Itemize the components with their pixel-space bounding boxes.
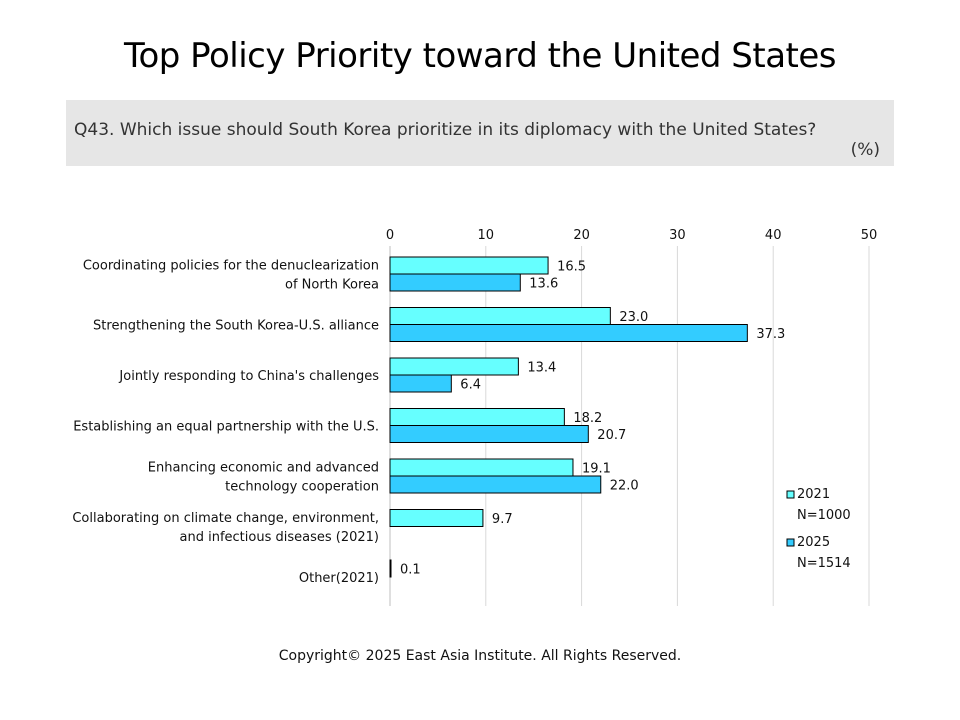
- bar-2025: [389, 273, 521, 292]
- question-text: Q43. Which issue should South Korea prio…: [74, 120, 817, 140]
- bar-2025: [389, 475, 602, 494]
- category-label: and infectious diseases (2021): [180, 530, 379, 545]
- legend-label: 2025: [797, 535, 830, 550]
- bar-2025: [389, 324, 748, 342]
- legend-label: 2021: [797, 487, 830, 502]
- x-tick-label: 20: [573, 228, 590, 243]
- bar-2021: [389, 559, 392, 578]
- data-label: 23.0: [619, 310, 648, 325]
- x-tick-label: 50: [861, 228, 878, 243]
- category-label: Jointly responding to China's challenges: [118, 369, 379, 384]
- bar-2025: [389, 374, 452, 393]
- data-label: 18.2: [573, 411, 602, 426]
- unit-label: (%): [850, 140, 880, 160]
- legend-note: N=1000: [797, 508, 851, 523]
- x-tick-label: 40: [765, 228, 782, 243]
- question-box: Q43. Which issue should South Korea prio…: [66, 100, 894, 166]
- bar-2021: [389, 357, 519, 376]
- category-label: Coordinating policies for the denucleari…: [83, 259, 379, 274]
- x-tick-label: 30: [669, 228, 686, 243]
- x-tick-label: 0: [386, 228, 394, 243]
- data-label: 19.1: [582, 462, 611, 477]
- data-label: 22.0: [610, 479, 639, 494]
- bar-2021: [389, 408, 565, 426]
- category-label: of North Korea: [285, 278, 379, 293]
- data-label: 6.4: [460, 378, 481, 393]
- bar-2021: [389, 307, 611, 325]
- data-label: 13.6: [529, 277, 558, 292]
- bar-2021: [389, 458, 574, 477]
- data-label: 9.7: [492, 512, 513, 527]
- data-label: 13.4: [527, 361, 556, 376]
- legend-swatch-2025: [786, 538, 795, 547]
- category-label: Enhancing economic and advanced: [148, 461, 379, 476]
- category-label: Collaborating on climate change, environ…: [72, 511, 379, 526]
- category-label: Strengthening the South Korea-U.S. allia…: [93, 319, 379, 334]
- legend-note: N=1514: [797, 556, 851, 571]
- x-tick-label: 10: [478, 228, 495, 243]
- data-label: 16.5: [557, 260, 586, 275]
- legend-swatch-2021: [786, 490, 795, 499]
- data-label: 20.7: [597, 428, 626, 443]
- copyright-text: Copyright© 2025 East Asia Institute. All…: [278, 648, 682, 664]
- category-label: Other(2021): [299, 571, 379, 586]
- chart-title: Top Policy Priority toward the United St…: [124, 36, 837, 76]
- bar-2021: [389, 256, 549, 275]
- bar-2025: [389, 425, 589, 443]
- category-label: technology cooperation: [225, 480, 379, 495]
- category-label: Establishing an equal partnership with t…: [73, 420, 379, 435]
- bar-2021: [389, 509, 484, 527]
- data-label: 0.1: [400, 563, 421, 578]
- data-label: 37.3: [756, 327, 785, 342]
